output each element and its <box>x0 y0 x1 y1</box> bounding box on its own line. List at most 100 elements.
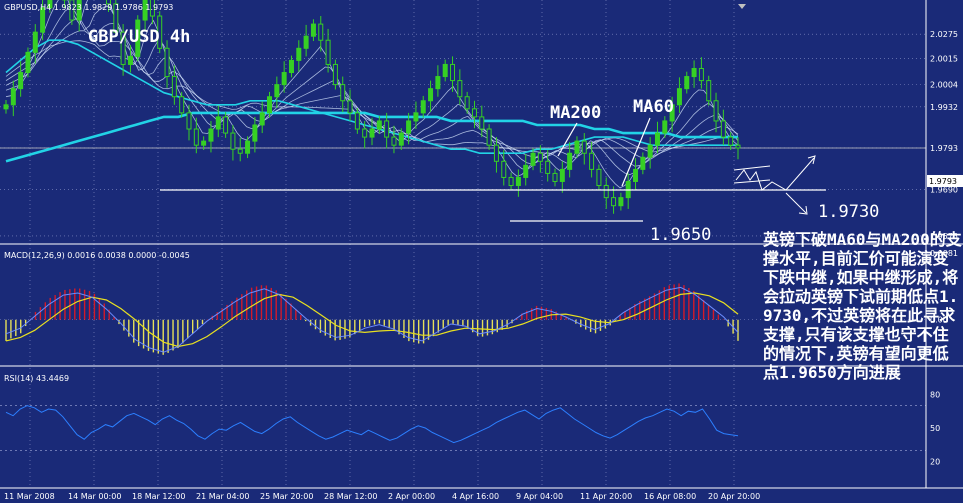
rsi-panel <box>0 405 926 451</box>
chart-title: GBP/USD 4h <box>88 27 190 47</box>
rsi-tick-label: 50 <box>930 424 940 433</box>
candle-body <box>215 116 221 130</box>
candle-body <box>691 67 697 78</box>
candle-body <box>135 19 141 57</box>
candle-body <box>574 140 580 154</box>
price-tick-label: 1.9932 <box>930 103 958 112</box>
projection-path <box>735 157 815 191</box>
macd-tick-label: 0.00 <box>930 316 948 325</box>
candle-body <box>479 116 485 130</box>
candle-body <box>464 96 470 110</box>
level-1965-label: 1.9650 <box>650 225 711 245</box>
candle-body <box>40 7 46 33</box>
candle-body <box>406 120 412 134</box>
projection-arrow-down <box>798 205 808 215</box>
time-tick-label: 21 Mar 04:00 <box>196 492 249 501</box>
candle-body <box>450 63 456 82</box>
candle-body <box>113 3 119 33</box>
candle-body <box>420 100 426 114</box>
candle-body <box>325 39 331 65</box>
candle-body <box>318 23 324 41</box>
chart-shift-marker-icon[interactable] <box>738 4 746 9</box>
candle-body <box>640 156 646 170</box>
triangle-upper <box>733 165 771 171</box>
candle-body <box>223 116 229 134</box>
candle-body <box>581 140 587 154</box>
candle-body <box>201 140 207 146</box>
ma60-label: MA60 <box>633 97 674 117</box>
time-tick-label: 4 Apr 16:00 <box>452 492 499 501</box>
candle-body <box>208 128 214 142</box>
candle-body <box>552 172 558 182</box>
candle-body <box>567 152 573 170</box>
price-tick-label: 2.0275 <box>930 30 958 39</box>
candle-body <box>735 144 741 149</box>
candle-body <box>720 120 726 138</box>
candle-body <box>523 164 529 178</box>
time-tick-label: 16 Apr 08:00 <box>644 492 696 501</box>
candle-body <box>596 168 602 187</box>
candle-body <box>25 51 31 74</box>
triangle-lower <box>733 179 771 184</box>
candle-body <box>698 67 704 82</box>
candle-body <box>274 84 280 98</box>
candle-body <box>288 59 294 74</box>
candle-body <box>442 63 448 78</box>
candle-body <box>369 128 375 138</box>
candle-body <box>508 176 514 187</box>
analysis-commentary: 英镑下破MA60与MA200的支撑水平,目前汇价可能演变下跌中继,如果中继形成,… <box>763 230 962 382</box>
candle-body <box>354 112 360 130</box>
candle-body <box>559 168 565 182</box>
candle-body <box>127 55 133 65</box>
candle-body <box>10 88 16 106</box>
ma200-pointer <box>557 122 578 157</box>
candle-body <box>398 132 404 146</box>
candle-body <box>164 47 170 78</box>
candle-body <box>493 144 499 162</box>
candle-body <box>69 0 75 21</box>
candle-body <box>537 152 543 162</box>
level-1973-label: 1.9730 <box>818 202 879 222</box>
candle-body <box>179 96 185 114</box>
price-candles <box>3 0 741 214</box>
candle-body <box>457 80 463 98</box>
candle-body <box>676 88 682 106</box>
candle-body <box>332 63 338 86</box>
candle-body <box>530 152 536 166</box>
candle-body <box>47 0 53 9</box>
candle-body <box>149 0 155 17</box>
candle-body <box>501 160 507 178</box>
candle-body <box>647 144 653 158</box>
candle-body <box>362 128 368 138</box>
time-tick-label: 18 Mar 12:00 <box>132 492 185 501</box>
time-tick-label: 14 Mar 00:00 <box>68 492 121 501</box>
candle-body <box>76 0 82 21</box>
macd-tick-label: 0.0081 <box>930 249 958 258</box>
candle-body <box>281 72 287 86</box>
candle-body <box>142 0 148 21</box>
candle-body <box>347 100 353 114</box>
candle-body <box>391 136 397 146</box>
candle-body <box>193 128 199 146</box>
candle-body <box>32 31 38 53</box>
time-tick-label: 28 Mar 12:00 <box>324 492 377 501</box>
price-tick-label: 1.9575 <box>930 232 958 241</box>
time-tick-label: 9 Apr 04:00 <box>516 492 563 501</box>
candle-body <box>3 104 9 110</box>
candle-body <box>18 72 24 90</box>
macd-panel <box>0 283 926 355</box>
candle-body <box>340 84 346 102</box>
candle-body <box>384 120 390 138</box>
time-tick-label: 2 Apr 00:00 <box>388 492 435 501</box>
current-price-label: 1.9793 <box>929 177 957 186</box>
time-tick-label: 11 Apr 20:00 <box>580 492 632 501</box>
price-tick-label: 1.9690 <box>930 186 958 195</box>
candle-body <box>157 15 163 49</box>
candle-body <box>515 176 521 187</box>
candle-body <box>662 120 668 134</box>
candle-body <box>267 96 273 114</box>
candle-body <box>105 0 111 5</box>
rsi-title: RSI(14) 43.4469 <box>4 374 69 383</box>
candle-body <box>545 160 551 174</box>
